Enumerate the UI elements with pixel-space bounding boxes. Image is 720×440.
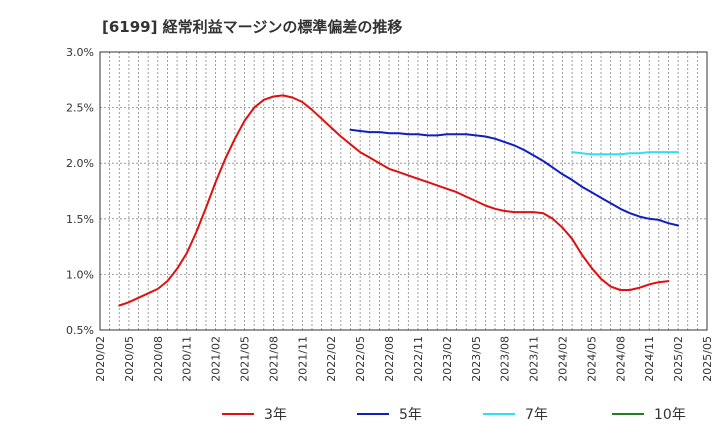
- legend-label: 7年: [525, 407, 548, 423]
- x-tick-label: 2020/02: [94, 336, 107, 382]
- legend: 3年 5年 7年 10年: [222, 407, 686, 423]
- x-tick-label: 2021/02: [210, 336, 223, 382]
- x-tick-label: 2023/08: [499, 336, 512, 382]
- y-tick-label: 2.5%: [66, 102, 94, 115]
- x-tick-label: 2025/02: [672, 336, 685, 382]
- legend-label: 5年: [399, 407, 422, 423]
- x-tick-label: 2021/08: [267, 336, 280, 382]
- x-tick-label: 2020/05: [123, 336, 136, 382]
- x-tick-label: 2023/11: [528, 336, 541, 382]
- series-line: [571, 151, 680, 156]
- series-line: [118, 94, 670, 307]
- x-tick-label: 2022/08: [383, 336, 396, 382]
- x-tick-label: 2023/05: [470, 336, 483, 382]
- y-tick-label: 1.5%: [66, 213, 94, 226]
- x-axis-ticks: 2020/02 2020/05 2020/08 2020/11 2021/02 2021/…: [94, 336, 714, 382]
- x-tick-label: 2023/02: [441, 336, 454, 382]
- y-tick-label: 1.0%: [66, 268, 94, 281]
- x-tick-label: 2024/08: [614, 336, 627, 382]
- series-line: [349, 128, 680, 227]
- x-tick-label: 2022/11: [412, 336, 425, 382]
- legend-label: 10年: [654, 407, 686, 423]
- y-tick-label: 3.0%: [66, 46, 94, 59]
- x-tick-label: 2024/05: [585, 336, 598, 382]
- x-tick-label: 2024/11: [643, 336, 656, 382]
- x-tick-label: 2021/11: [296, 336, 309, 382]
- series-lines: [118, 94, 680, 307]
- x-tick-label: 2024/02: [556, 336, 569, 382]
- legend-label: 3年: [264, 407, 287, 423]
- x-tick-label: 2022/05: [354, 336, 367, 382]
- x-tick-label: 2022/02: [325, 336, 338, 382]
- y-tick-label: 0.5%: [66, 324, 94, 337]
- chart-title: [6199] 経常利益マージンの標準偏差の推移: [102, 18, 403, 36]
- x-tick-label: 2020/11: [181, 336, 194, 382]
- y-tick-label: 2.0%: [66, 157, 94, 170]
- x-tick-label: 2020/08: [152, 336, 165, 382]
- plot-frame: [99, 51, 708, 331]
- x-tick-label: 2021/05: [239, 336, 252, 382]
- y-axis-ticks: 0.5% 1.0% 1.5% 2.0% 2.5% 3.0%: [66, 46, 94, 337]
- x-tick-label: 2025/05: [701, 336, 714, 382]
